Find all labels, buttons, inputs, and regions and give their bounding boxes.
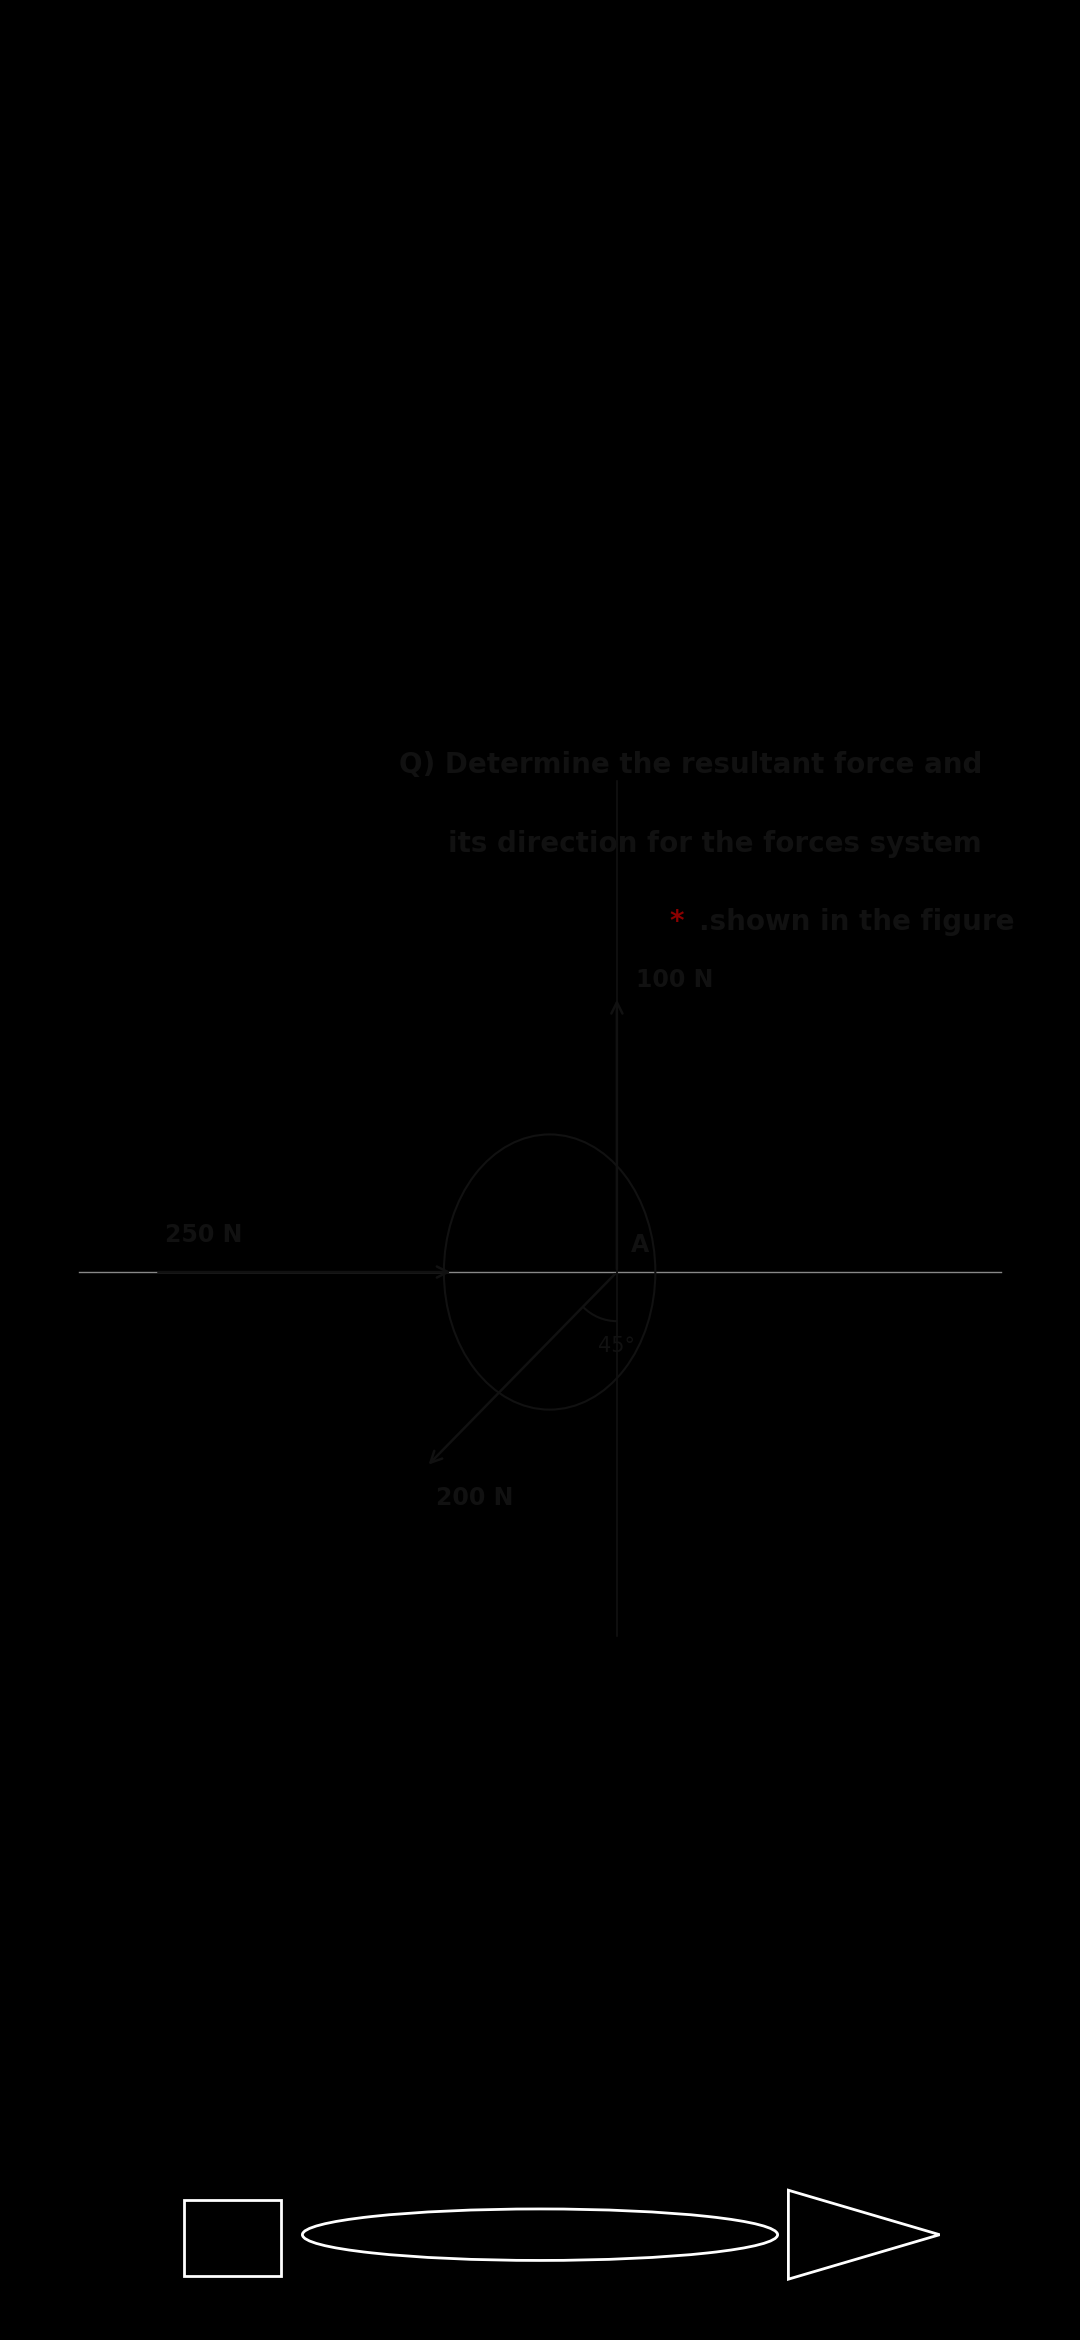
Text: 250 N: 250 N <box>165 1224 243 1247</box>
Text: 100 N: 100 N <box>636 969 714 992</box>
Text: A: A <box>632 1233 649 1257</box>
Text: 200 N: 200 N <box>436 1486 514 1509</box>
Text: .shown in the figure: .shown in the figure <box>699 908 1014 936</box>
Text: Q) Determine the resultant force and: Q) Determine the resultant force and <box>399 751 982 779</box>
Text: its direction for the forces system: its direction for the forces system <box>448 831 982 859</box>
Text: 45°: 45° <box>597 1336 635 1355</box>
Text: *: * <box>670 908 693 936</box>
